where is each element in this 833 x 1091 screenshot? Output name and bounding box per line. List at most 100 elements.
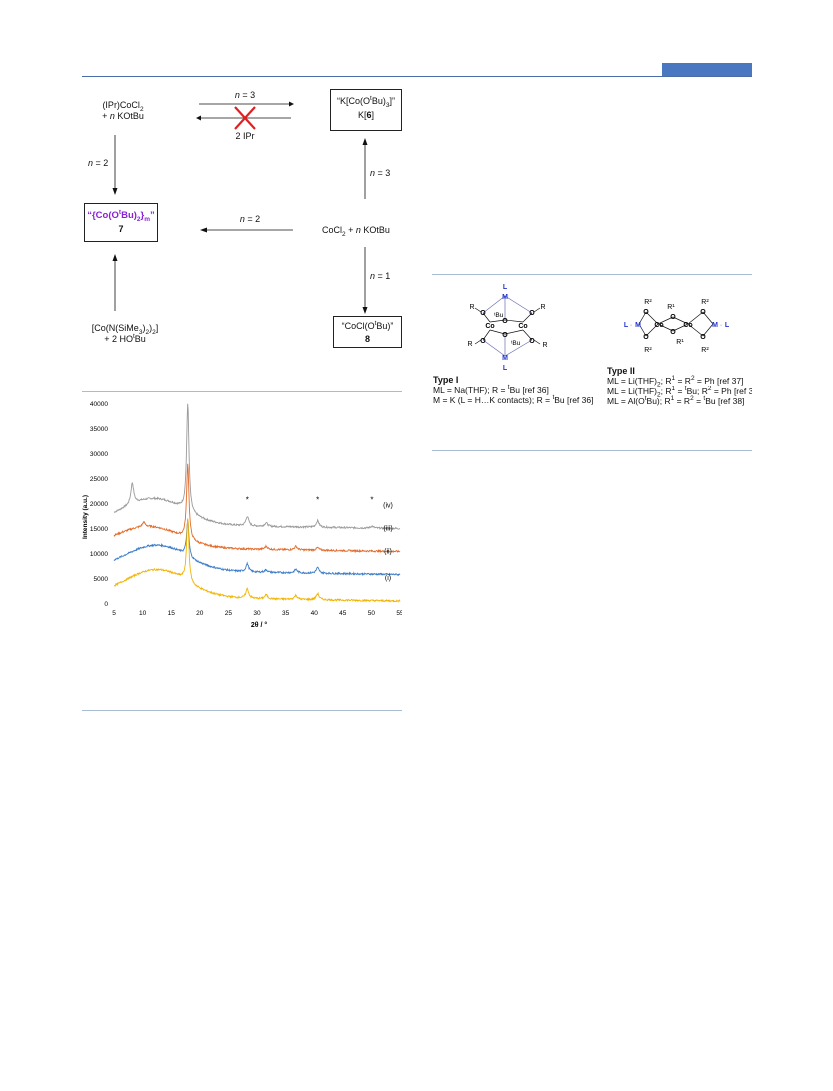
header-rule [82,76,752,77]
svg-text:L: L [725,322,730,329]
y-tick-label: 15000 [90,526,108,533]
y-tick-label: 10000 [90,551,108,558]
compound-7-formula: “{Co(OtBu)2}m” [87,208,155,223]
arrow-right-up-label: n = 3 [370,168,391,178]
structures-top-rule [432,274,752,275]
series-line [113,518,401,603]
compound-k6-box: “K[Co(OtBu)3]” K[6] [330,89,402,131]
x-tick-label: 20 [196,610,204,617]
series-label: (i) [385,575,391,582]
scheme-bottom-rule [82,391,402,392]
svg-text:R: R [542,342,547,349]
type-ii-title: Type II [607,366,635,376]
x-tick-label: 30 [253,610,261,617]
y-tick-label: 25000 [90,476,108,483]
svg-text:M: M [712,322,718,329]
x-tick-label: 55 [396,610,402,617]
chart-bottom-rule [82,710,402,711]
compound-8-number: 8 [364,334,370,344]
ipr-cocl2-label: (IPr)CoCl2 [102,100,144,113]
svg-text:R²: R² [701,347,709,354]
reaction-scheme: (IPr)CoCl2 + n KOtBu n = 3 2 IPr “K[Co(O… [80,85,405,355]
svg-text:O: O [643,334,649,341]
header-color-block [662,63,752,76]
x-tick-label: 45 [339,610,347,617]
x-axis-label: 2θ / ° [251,621,268,629]
svg-text:·: · [720,322,722,329]
series-line [113,463,401,554]
type-ii-line-1: ML = Li(THF)2; R1 = R2 = Ph [ref 37] [607,375,744,389]
svg-text:M: M [502,294,508,301]
ho-tbu-label: + 2 HOtBu [104,333,146,344]
middle-arrow [200,227,293,233]
type-ii-line-2: ML = Li(THF)2; R1 = tBu; R2 = Ph [ref 37… [607,386,752,397]
svg-text:O: O [700,334,706,341]
svg-text:O: O [670,314,676,321]
svg-text:O: O [670,329,676,336]
x-tick-label: 15 [168,610,176,617]
type-i-line-1: ML = Na(THF); R = tBu [ref 36] [433,384,549,395]
svg-text:ᵗBu: ᵗBu [511,340,521,347]
arrow-mid-label: n = 2 [239,214,261,224]
left-up-arrow [112,254,118,311]
type-ii-structure: L · M M · L O O O O O O Co Co R² R² R² R… [624,299,730,354]
svg-text:O: O [502,318,508,325]
svg-text:L: L [624,322,629,329]
svg-text:Co: Co [485,323,494,330]
svg-text:O: O [480,310,486,317]
x-tick-label: 40 [311,610,319,617]
compound-8-formula: “CoCl(OtBu)” [341,320,394,331]
arrow-top-label: n = 3 [234,90,256,100]
plus-kotbu-label: + n KOtBu [102,111,144,121]
peak-marker: * [370,496,373,505]
right-up-arrow [362,138,368,199]
svg-text:R¹: R¹ [667,304,675,311]
svg-text:R¹: R¹ [676,339,684,346]
type-i-structure: L M M L O O O O O O Co Co R R R R ᵗBu ᵗB… [467,284,547,370]
svg-text:O: O [529,310,535,317]
svg-text:O: O [643,309,649,316]
svg-text:L: L [503,365,508,370]
svg-text:Co: Co [518,323,527,330]
svg-text:R: R [467,341,472,348]
peak-marker: * [316,496,319,505]
svg-text:R: R [540,304,545,311]
x-tick-label: 10 [139,610,147,617]
svg-text:L: L [503,284,508,291]
svg-text:R: R [469,304,474,311]
svg-text:Co: Co [683,322,692,329]
co-amide-label: [Co(N(SiMe3)2)2] [91,323,159,336]
left-down-arrow [112,135,118,195]
svg-text:R²: R² [644,299,652,306]
compound-k6-label: K[6] [357,110,375,120]
y-tick-label: 0 [104,601,108,608]
type-i-line-2: M = K (L = H…K contacts); R = tBu [ref 3… [433,394,594,405]
y-tick-label: 20000 [90,501,108,508]
y-tick-label: 5000 [94,576,109,583]
cocl2-kotbu-label: CoCl2 + n KOtBu [322,225,390,238]
svg-text:ᵗBu: ᵗBu [494,312,504,319]
compound-k6-formula: “K[Co(OtBu)3]” [337,95,395,109]
svg-text:M: M [502,355,508,362]
structures-bottom-rule [432,450,752,451]
y-tick-label: 35000 [90,426,108,433]
series-line [113,519,401,577]
compound-8-box: “CoCl(OtBu)” 8 [333,316,402,348]
y-tick-label: 40000 [90,401,108,408]
type-i-title: Type I [433,375,459,385]
xrd-chart: 5 10 15 20 25 30 35 40 45 50 55 0 5000 10000 15000 2000… [82,401,402,629]
x-tick-label: 25 [225,610,233,617]
svg-text:·: · [630,322,632,329]
series-label: (ii) [384,549,392,556]
x-tick-label: 50 [368,610,376,617]
svg-text:R²: R² [644,347,652,354]
series-line [113,403,401,531]
x-tick-label: 5 [112,610,116,617]
peak-marker: * [246,496,249,505]
svg-text:O: O [502,332,508,339]
x-tick-label: 35 [282,610,290,617]
svg-text:O: O [700,309,706,316]
type-ii-line-3: ML = Al(OtBu); R1 = R2 = tBu [ref 38] [607,395,745,406]
top-arrows [196,101,294,130]
arrow-down-label: n = 1 [370,271,391,281]
